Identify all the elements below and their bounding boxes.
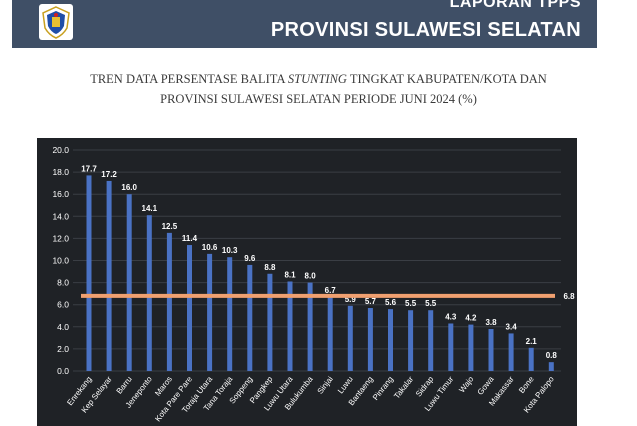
y-tick-label: 6.0 (57, 300, 69, 310)
data-label: 5.6 (385, 298, 397, 307)
x-tick-label: Barru (115, 375, 134, 396)
bar (468, 324, 474, 371)
bar (307, 282, 313, 371)
bar (367, 308, 373, 371)
chart-title-line2: PROVINSI SULAWESI SELATAN PERIODE JUNI 2… (160, 92, 477, 106)
chart-title-emphasis: STUNTING (287, 72, 347, 86)
bar (247, 264, 253, 371)
bar (508, 333, 514, 371)
y-tick-label: 12.0 (52, 233, 69, 243)
y-tick-label: 2.0 (57, 344, 69, 354)
data-label: 4.3 (445, 312, 457, 321)
data-label: 0.8 (546, 351, 558, 360)
bar (126, 194, 132, 371)
chart-title-line1: TREN DATA PERSENTASE BALITA STUNTING TIN… (90, 72, 547, 86)
y-tick-label: 18.0 (52, 167, 69, 177)
data-label: 16.0 (121, 183, 137, 192)
x-tick-label: Pinrang (371, 375, 395, 402)
data-label: 5.7 (365, 297, 377, 306)
bar (146, 215, 152, 371)
x-tick-label: Bone (517, 374, 536, 395)
bar (327, 296, 333, 371)
data-label: 10.6 (202, 243, 218, 252)
data-label: 11.4 (182, 234, 198, 243)
bar (347, 305, 353, 371)
bar (408, 310, 414, 371)
data-label: 8.8 (264, 263, 276, 272)
data-label: 4.2 (465, 314, 477, 323)
y-tick-label: 8.0 (57, 278, 69, 288)
data-label: 17.2 (101, 170, 117, 179)
data-label: 12.5 (162, 222, 178, 231)
y-tick-label: 16.0 (52, 189, 69, 199)
data-label: 9.6 (244, 254, 256, 263)
bar (106, 180, 112, 371)
bar (428, 310, 434, 371)
data-label: 3.4 (506, 322, 518, 331)
data-label: 2.1 (526, 337, 538, 346)
x-tick-label: Takalar (392, 374, 415, 400)
data-label: 3.8 (485, 318, 497, 327)
bar (287, 281, 293, 371)
province-title: PROVINSI SULAWESI SELATAN (270, 19, 581, 41)
header-banner: LAPORAN TPPS PROVINSI SULAWESI SELATAN (12, 0, 597, 48)
bar (488, 329, 494, 371)
y-tick-label: 0.0 (57, 366, 69, 376)
data-label: 17.7 (81, 164, 97, 173)
reference-line-label: 6.8 (563, 292, 575, 301)
report-title: LAPORAN TPPS (449, 0, 581, 11)
data-label: 5.5 (405, 299, 417, 308)
data-label: 6.7 (325, 286, 337, 295)
data-label: 5.5 (425, 299, 437, 308)
bar (388, 309, 393, 371)
x-tick-label: Wajo (457, 374, 475, 394)
bar (267, 273, 273, 371)
data-label: 8.1 (284, 270, 296, 279)
y-tick-label: 20.0 (52, 145, 69, 155)
bar (166, 232, 172, 371)
x-tick-label: Sinjai (316, 375, 335, 396)
data-label: 14.1 (142, 204, 158, 213)
y-tick-label: 10.0 (52, 256, 69, 266)
bar (207, 253, 213, 371)
y-tick-label: 14.0 (52, 211, 69, 221)
bar-chart-canvas: 0.0 2.0 4.0 6.0 8.0 10.0 12.0 14.0 16.0 18.0 20.0 1… (52, 145, 575, 423)
bar (86, 175, 92, 371)
bar (548, 362, 554, 371)
bar (187, 245, 192, 371)
bar (528, 347, 534, 371)
bar-chart: 0.0 2.0 4.0 6.0 8.0 10.0 12.0 14.0 16.0 18.0 20.0 1… (37, 138, 577, 426)
data-label: 5.9 (345, 295, 357, 304)
data-label: 8.0 (305, 272, 317, 281)
bar (448, 323, 454, 371)
bar (227, 257, 233, 371)
x-tick-label: Luwu (336, 375, 355, 396)
provincial-emblem-icon (39, 4, 73, 40)
y-tick-label: 4.0 (57, 322, 69, 332)
data-label: 10.3 (222, 246, 238, 255)
